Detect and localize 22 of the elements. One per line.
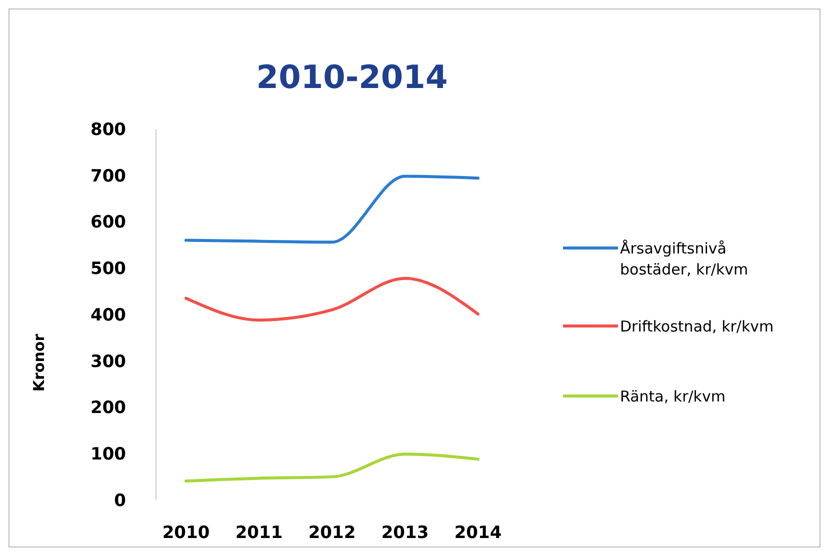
y-tick-label: 800 xyxy=(90,120,126,140)
y-tick-label: 500 xyxy=(90,259,126,280)
y-tick-label: 300 xyxy=(90,352,126,372)
x-tick-label: 2011 xyxy=(235,523,283,543)
y-tick-label: 0 xyxy=(114,490,126,511)
line-series xyxy=(184,276,480,322)
x-tick-label: 2012 xyxy=(308,523,356,543)
chart-title: 2010-2014 xyxy=(256,58,448,96)
x-tick-label: 2013 xyxy=(381,523,429,543)
line-series xyxy=(184,174,480,244)
legend-label: Årsavgiftsnivå bostäder, kr/kvm xyxy=(620,239,748,278)
y-tick-label: 400 xyxy=(90,305,126,326)
x-tick-label: 2014 xyxy=(454,523,502,543)
legend-label: Driftkostnad, kr/kvm xyxy=(620,317,774,336)
legend-label: Ränta, kr/kvm xyxy=(620,387,726,406)
x-tick-label: 2010 xyxy=(162,523,210,543)
y-tick-label: 200 xyxy=(90,398,126,418)
y-axis-title: Kronor xyxy=(30,333,48,392)
y-tick-label: 100 xyxy=(90,444,126,465)
y-tick-label: 700 xyxy=(90,166,126,186)
line-series xyxy=(184,452,480,482)
y-tick-label: 600 xyxy=(90,212,126,233)
